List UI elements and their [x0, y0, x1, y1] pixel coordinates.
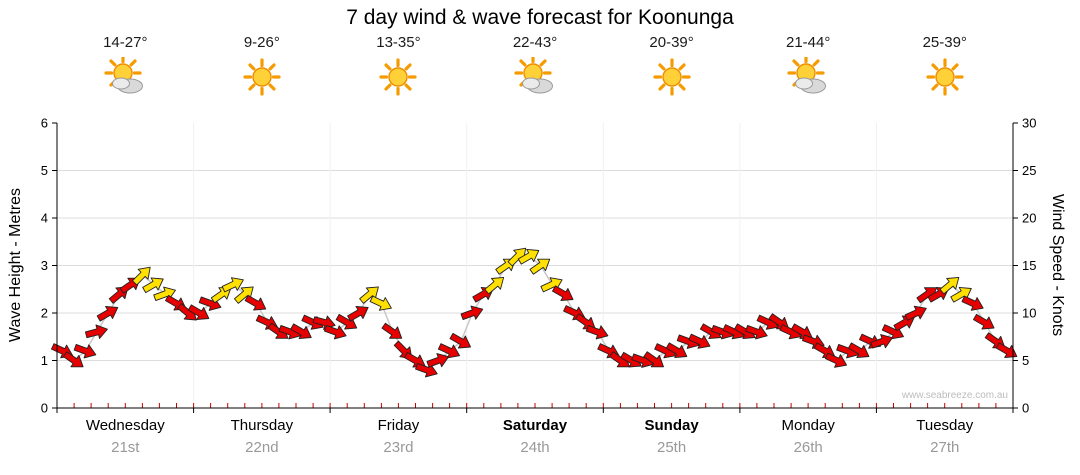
day-date: 24th — [520, 439, 550, 456]
weather-icon — [650, 57, 694, 97]
day-header-sunday: 20-39° — [603, 34, 740, 97]
day-label-monday: Monday 26th — [740, 417, 877, 456]
svg-text:10: 10 — [1022, 306, 1036, 321]
weather-icon — [240, 57, 284, 97]
day-header-tuesday: 25-39° — [876, 34, 1013, 97]
weather-icon — [923, 57, 967, 97]
svg-text:0: 0 — [41, 401, 48, 416]
left-axis-label: Wave Height - Metres — [7, 187, 24, 343]
day-name: Tuesday — [916, 417, 974, 434]
svg-text:30: 30 — [1022, 116, 1036, 131]
svg-text:3: 3 — [41, 258, 48, 273]
weather-icon — [103, 54, 147, 97]
day-label-thursday: Thursday 22nd — [194, 417, 331, 456]
temperature-range: 25-39° — [922, 34, 967, 51]
temperature-range: 14-27° — [103, 34, 148, 51]
svg-text:5: 5 — [1022, 353, 1029, 368]
forecast-day-headers: 14-27° 9-26° 13-35° 22-43° 20-39° 21-44°… — [57, 34, 1013, 97]
day-label-saturday: Saturday 24th — [467, 417, 604, 456]
day-name: Thursday — [230, 417, 294, 434]
day-name: Wednesday — [85, 417, 165, 434]
day-date: 22nd — [245, 439, 279, 456]
page-title: 7 day wind & wave forecast for Koonunga — [346, 6, 734, 29]
day-date: 23rd — [383, 439, 414, 456]
svg-text:4: 4 — [41, 211, 48, 226]
svg-text:15: 15 — [1022, 258, 1036, 273]
svg-text:0: 0 — [1022, 401, 1029, 416]
svg-text:20: 20 — [1022, 211, 1036, 226]
day-name: Friday — [377, 417, 420, 434]
day-label-friday: Friday 23rd — [330, 417, 467, 456]
day-date: 25th — [657, 439, 687, 456]
svg-text:6: 6 — [41, 116, 48, 131]
day-name: Saturday — [502, 417, 568, 434]
watermark: www.seabreeze.com.au — [901, 390, 1008, 401]
day-date: 27th — [930, 439, 960, 456]
temperature-range: 13-35° — [376, 34, 421, 51]
day-label-wednesday: Wednesday 21st — [57, 417, 194, 456]
day-date: 21st — [111, 439, 140, 456]
day-date: 26th — [793, 439, 823, 456]
svg-text:2: 2 — [41, 306, 48, 321]
day-name: Monday — [781, 417, 835, 434]
day-header-saturday: 22-43° — [467, 34, 604, 97]
weather-icon — [786, 54, 830, 97]
day-header-thursday: 9-26° — [194, 34, 331, 97]
svg-text:5: 5 — [41, 163, 48, 178]
day-label-tuesday: Tuesday 27th — [876, 417, 1013, 456]
temperature-range: 9-26° — [243, 34, 280, 51]
day-header-monday: 21-44° — [740, 34, 877, 97]
day-name: Sunday — [644, 417, 699, 434]
temperature-range: 22-43° — [512, 34, 558, 51]
x-axis-labels: Wednesday 21st Thursday 22nd Friday 23rd… — [57, 417, 1013, 456]
day-header-friday: 13-35° — [330, 34, 467, 97]
day-header-wednesday: 14-27° — [57, 34, 194, 97]
right-axis-label: Wind Speed - Knots — [1049, 193, 1066, 337]
weather-icon — [376, 57, 420, 97]
weather-icon — [513, 54, 557, 97]
day-label-sunday: Sunday 25th — [603, 417, 740, 456]
svg-text:25: 25 — [1022, 163, 1036, 178]
temperature-range: 20-39° — [649, 34, 694, 51]
svg-text:1: 1 — [41, 353, 48, 368]
temperature-range: 21-44° — [785, 34, 831, 51]
